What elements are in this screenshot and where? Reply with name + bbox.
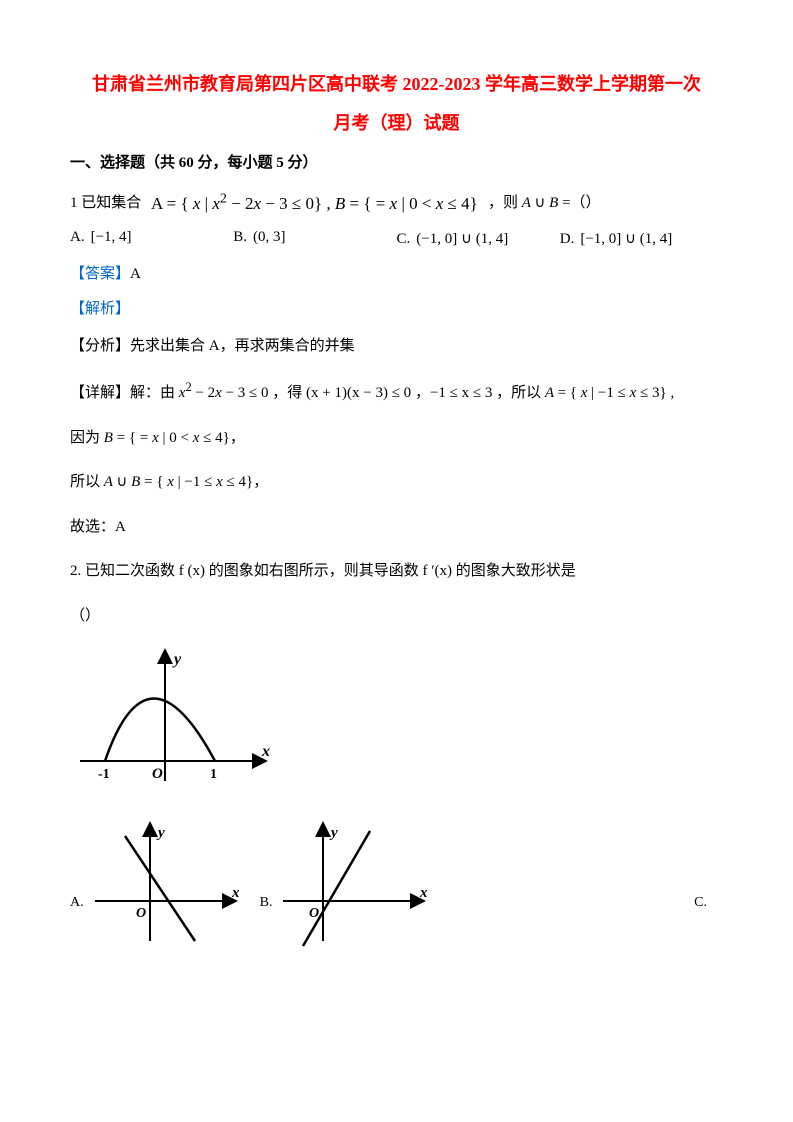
q1-opt-C: C.(−1, 0] ∪ (1, 4] [397,229,560,248]
q1-answer: 【答案】A [70,262,723,283]
q2-main-graph: x y O -1 1 [70,646,723,801]
q1-detail-expr: x2 − 2x − 3 ≤ 0 [179,385,273,401]
q2-optB-label: B. [260,895,273,951]
y-label-A: y [156,825,165,841]
q1-options: A.[−1, 4] B.(0, 3] C.(−1, 0] ∪ (1, 4] D.… [70,229,723,248]
q2-optC-wrap: C. [448,895,723,951]
origin-B: O [309,906,319,921]
q2-optC-label: C. [694,895,707,951]
origin-A: O [136,906,146,921]
y-label: y [172,651,182,668]
q2-optA-wrap: A. x y O [70,821,240,951]
origin-label: O [152,766,163,782]
parabola-graph: x y O -1 1 [70,646,270,796]
q1-analysis-label: 【解析】 [70,297,723,318]
q1-stem: 1 已知集合 A = { x | x2 − 2x − 3 ≤ 0} , B = … [70,184,723,223]
x-label-B: x [419,885,428,901]
q2-paren: （） [70,602,723,631]
y-label-B: y [329,825,338,841]
x-label-A: x [231,885,240,901]
q1-opt-A: A.[−1, 4] [70,229,233,248]
q1-detail: 【详解】解：由 x2 − 2x − 3 ≤ 0 ，得 (x + 1)(x − 3… [70,376,723,408]
q1-conclusion: 故选：A [70,513,723,542]
q1-so: 所以 A ∪ B = { x | −1 ≤ x ≤ 4}， [70,468,723,497]
line-B [303,831,370,946]
line-graph-A: x y O [90,821,240,951]
q1-sets: A = { x | x2 − 2x − 3 ≤ 0} , B = { = x |… [151,194,482,213]
q2-options-graphs: A. x y O B. x y O C. [70,821,723,951]
q1-analysis-title: 【分析】先求出集合 A，再求两集合的并集 [70,332,723,361]
q2-optB-wrap: B. x y O [260,821,429,951]
q2-stem: 2. 已知二次函数 f (x) 的图象如右图所示，则其导函数 f ′(x) 的图… [70,557,723,586]
tick-neg1: -1 [98,767,110,782]
page-title-sub: 月考（理）试题 [70,109,723,135]
line-graph-B: x y O [278,821,428,951]
q1-opt-B: B.(0, 3] [233,229,396,248]
tick-1: 1 [210,767,217,782]
q1-suffix: ，则 A ∪ B =（） [488,195,601,211]
page-title-main: 甘肃省兰州市教育局第四片区高中联考 2022-2023 学年高三数学上学期第一次 [70,70,723,99]
q1-because: 因为 B = { = x | 0 < x ≤ 4}， [70,424,723,453]
line-A [125,836,195,941]
q1-prefix: 1 已知集合 [70,195,141,211]
q2-optA-label: A. [70,895,84,951]
section-header: 一、选择题（共 60 分，每小题 5 分） [70,151,723,172]
parabola-curve [105,699,215,762]
q1-opt-D: D.[−1, 0] ∪ (1, 4] [560,229,723,248]
x-label: x [261,743,270,760]
